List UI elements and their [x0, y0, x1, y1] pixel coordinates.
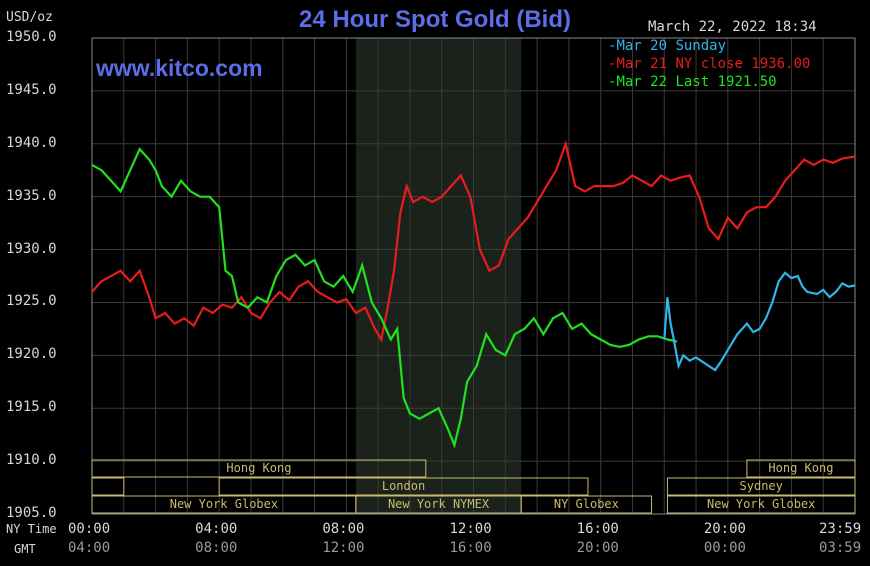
legend-entry-mar21: -Mar 21 NY close 1936.00: [608, 56, 811, 72]
y-axis-unit: USD/oz: [6, 10, 53, 25]
y-tick-label: 1940.0: [6, 134, 57, 151]
x-tick-label: 12:00: [449, 521, 492, 537]
session-label: New York Globex: [707, 497, 816, 511]
y-tick-label: 1950.0: [6, 29, 57, 45]
session-box: [520, 495, 653, 514]
y-tick-label: 1930.0: [6, 240, 57, 257]
y-tick-label: 1905.0: [6, 505, 57, 521]
brand-link[interactable]: www.kitco.com: [96, 55, 263, 81]
legend-dash-icon: -: [608, 74, 617, 90]
y-tick-label: 1910.0: [6, 452, 57, 469]
x-tick-label: 16:00: [576, 521, 619, 537]
session-box: [91, 477, 125, 496]
session-label: NY Globex: [553, 497, 619, 511]
session-label: New York Globex: [169, 497, 279, 511]
session-boxes: [91, 459, 856, 514]
gmt-tick-label: 04:00: [68, 540, 111, 556]
series-line-mar20: [663, 271, 856, 372]
session-label: Sydney: [739, 479, 783, 493]
legend-dash-icon: -: [608, 38, 617, 54]
session-box: [666, 495, 856, 514]
x-tick-label: 04:00: [195, 521, 238, 537]
series-line-mar22: [91, 147, 678, 449]
timestamp: March 22, 2022 18:34: [648, 19, 817, 35]
plot-frame: [91, 37, 856, 515]
session-label: New York NYMEX: [387, 497, 490, 511]
x-tick-label: 00:00: [68, 521, 111, 537]
session-box: [91, 459, 427, 478]
x-tick-label: 20:00: [703, 521, 746, 537]
x-tick-label: 23:59: [819, 521, 862, 537]
gmt-tick-label: 12:00: [322, 540, 365, 556]
session-box: [666, 477, 856, 496]
session-label: Hong Kong: [768, 461, 834, 475]
x-tick-label: 08:00: [322, 521, 365, 537]
grid-lines: [92, 37, 855, 515]
y-tick-label: 1925.0: [6, 293, 57, 310]
legend-dash-icon: -: [608, 56, 617, 72]
series-line-mar21: [91, 139, 856, 343]
session-label: London: [381, 479, 426, 493]
y-tick-label: 1915.0: [6, 399, 57, 416]
session-box: [746, 459, 856, 478]
gmt-tick-label: 16:00: [449, 540, 492, 556]
gmt-tick-label: 03:59: [819, 540, 862, 556]
session-label: Hong Kong: [226, 461, 292, 475]
gmt-tick-label: 20:00: [576, 540, 619, 556]
nymex-session-shade: [355, 38, 522, 514]
y-tick-label: 1920.0: [6, 346, 57, 363]
gmt-tick-label: 08:00: [195, 540, 238, 556]
session-box: [218, 477, 589, 496]
legend-entry-mar22: -Mar 22 Last 1921.50: [608, 74, 777, 90]
chart-title: 24 Hour Spot Gold (Bid): [299, 6, 571, 33]
y-tick-label: 1945.0: [6, 81, 57, 98]
legend-entry-mar20: -Mar 20 Sunday: [608, 38, 727, 54]
gmt-tick-label: 00:00: [703, 540, 746, 556]
y-tick-label: 1935.0: [6, 187, 57, 204]
gmt-label: GMT: [14, 542, 36, 556]
ny-time-label: NY Time: [6, 522, 57, 536]
